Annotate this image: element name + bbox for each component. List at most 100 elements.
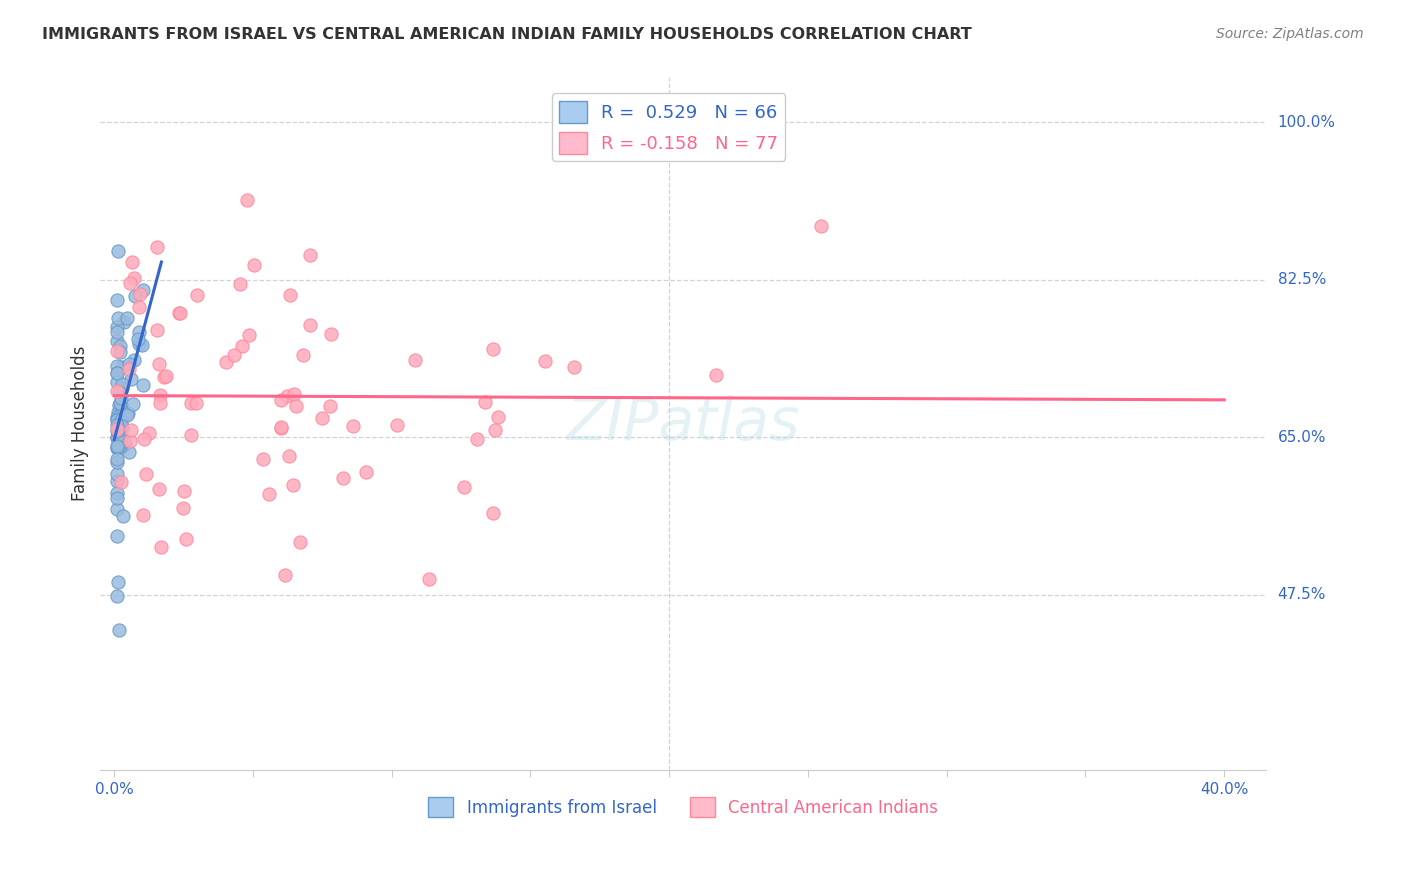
- Point: [149, 388, 172, 402]
- Point: [274, 568, 297, 582]
- Point: [110, 475, 132, 489]
- Point: [704, 368, 727, 382]
- Point: [332, 470, 354, 484]
- Point: [132, 377, 155, 392]
- Point: [180, 396, 202, 410]
- Point: [105, 440, 128, 454]
- Point: [124, 271, 146, 285]
- Point: [482, 506, 505, 520]
- Point: [107, 405, 129, 419]
- Point: [229, 277, 252, 291]
- Point: [129, 287, 152, 301]
- Point: [474, 395, 496, 409]
- Y-axis label: Family Households: Family Households: [72, 346, 89, 501]
- Point: [482, 342, 505, 356]
- Text: 47.5%: 47.5%: [1278, 587, 1326, 602]
- Point: [105, 442, 128, 456]
- Point: [311, 411, 333, 425]
- Point: [105, 343, 128, 358]
- Point: [173, 484, 195, 499]
- Point: [118, 444, 141, 458]
- Point: [105, 413, 128, 427]
- Point: [105, 325, 128, 339]
- Point: [105, 491, 128, 505]
- Point: [235, 193, 257, 207]
- Point: [222, 348, 245, 362]
- Point: [122, 397, 145, 411]
- Point: [138, 425, 160, 440]
- Point: [122, 352, 145, 367]
- Point: [105, 440, 128, 454]
- Point: [105, 486, 128, 500]
- Point: [105, 452, 128, 467]
- Point: [124, 289, 146, 303]
- Point: [169, 305, 191, 319]
- Point: [117, 406, 139, 420]
- Point: [105, 334, 128, 348]
- Point: [120, 276, 142, 290]
- Point: [278, 288, 301, 302]
- Point: [484, 423, 506, 437]
- Point: [155, 369, 177, 384]
- Point: [284, 399, 307, 413]
- Point: [132, 283, 155, 297]
- Point: [174, 533, 197, 547]
- Point: [184, 395, 207, 409]
- Point: [291, 348, 314, 362]
- Point: [105, 430, 128, 444]
- Point: [534, 354, 557, 368]
- Point: [118, 357, 141, 371]
- Point: [404, 352, 426, 367]
- Point: [105, 293, 128, 308]
- Point: [105, 367, 128, 381]
- Point: [114, 437, 136, 451]
- Point: [486, 409, 509, 424]
- Point: [146, 240, 169, 254]
- Point: [110, 339, 132, 353]
- Point: [105, 455, 128, 469]
- Point: [107, 440, 129, 454]
- Point: [112, 434, 135, 449]
- Point: [319, 399, 342, 413]
- Point: [153, 370, 176, 384]
- Point: [105, 529, 128, 543]
- Point: [252, 452, 274, 467]
- Point: [105, 412, 128, 426]
- Point: [107, 311, 129, 326]
- Point: [105, 417, 128, 432]
- Point: [243, 259, 266, 273]
- Point: [111, 401, 134, 415]
- Point: [298, 318, 321, 332]
- Point: [299, 248, 322, 262]
- Point: [105, 359, 128, 373]
- Point: [135, 467, 157, 482]
- Point: [277, 449, 299, 463]
- Point: [111, 377, 134, 392]
- Point: [215, 355, 238, 369]
- Point: [111, 359, 134, 374]
- Point: [127, 332, 149, 346]
- Point: [105, 501, 128, 516]
- Point: [148, 482, 170, 496]
- Point: [110, 440, 132, 454]
- Point: [105, 422, 128, 436]
- Point: [110, 391, 132, 405]
- Text: 82.5%: 82.5%: [1278, 272, 1326, 287]
- Point: [238, 328, 260, 343]
- Point: [145, 323, 167, 337]
- Point: [418, 572, 440, 586]
- Point: [259, 487, 281, 501]
- Point: [115, 310, 138, 325]
- Point: [128, 336, 150, 351]
- Point: [105, 320, 128, 334]
- Point: [105, 467, 128, 482]
- Point: [132, 508, 155, 522]
- Point: [108, 345, 131, 359]
- Point: [105, 376, 128, 390]
- Point: [111, 422, 134, 436]
- Point: [118, 361, 141, 376]
- Point: [148, 357, 170, 371]
- Point: [105, 474, 128, 488]
- Point: [562, 360, 585, 375]
- Point: [121, 255, 143, 269]
